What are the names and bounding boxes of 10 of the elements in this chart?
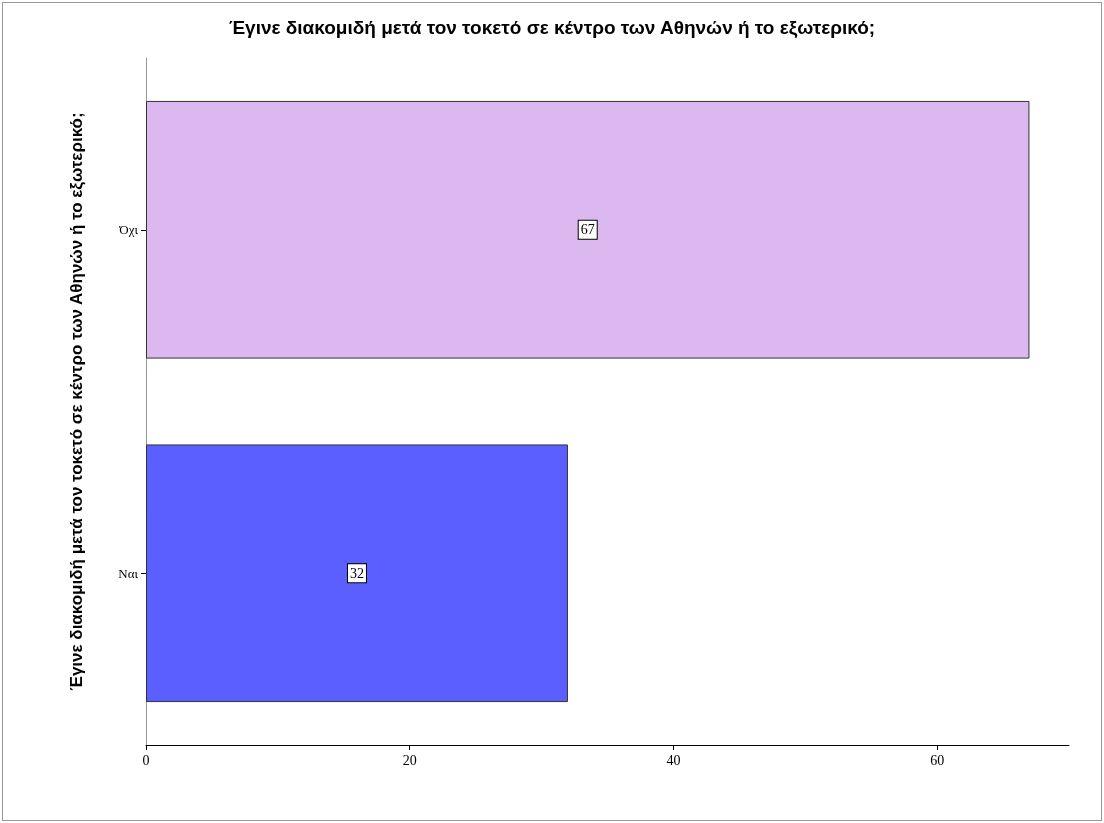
x-tick-label: 40 (666, 752, 681, 768)
y-tick-label: Ναι (118, 565, 139, 581)
x-tick-label: 20 (402, 752, 417, 768)
data-label: 32 (349, 565, 364, 581)
y-tick-label: Όχι (118, 222, 139, 238)
x-tick-label: 0 (142, 752, 150, 768)
data-label: 67 (580, 222, 595, 238)
x-tick-label: 60 (930, 752, 945, 768)
y-axis-title: Έγινε διακομιδή μετά τον τοκετό σε κέντρο των Αθηνών ή το εξωτερικό; (66, 112, 86, 691)
chart-title: Έγινε διακομιδή μετά τον τοκετό σε κέντρο των Αθηνών ή το εξωτερικό; (228, 17, 876, 39)
